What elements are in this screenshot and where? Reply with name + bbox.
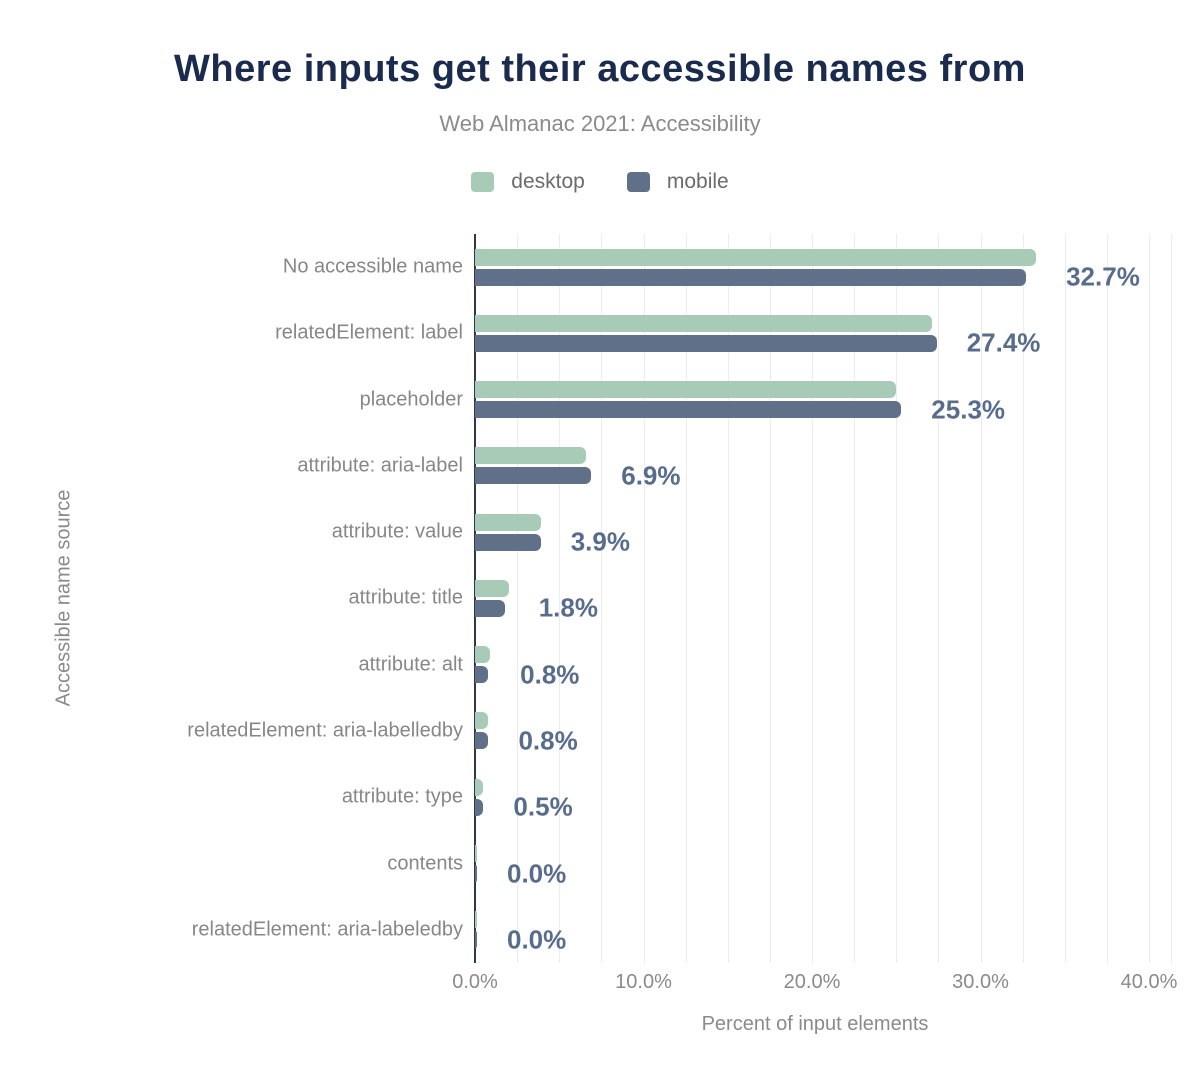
- x-tick-label: 10.0%: [615, 971, 672, 993]
- value-label: 0.8%: [518, 725, 578, 756]
- value-label: 0.8%: [520, 659, 580, 690]
- y-axis-line: [474, 234, 476, 963]
- gridline: [1149, 234, 1150, 963]
- x-axis-ticks: 0.0% 10.0% 20.0% 30.0% 40.0%: [452, 971, 1177, 995]
- desktop-bar: [475, 513, 541, 531]
- desktop-bar: [475, 646, 491, 664]
- gridline: [1022, 234, 1024, 963]
- legend: desktop mobile: [0, 170, 1200, 194]
- y-axis-title: Accessible name source: [52, 489, 75, 707]
- gridline: [938, 234, 940, 963]
- desktop-bar: [475, 911, 477, 929]
- desktop-bar: [475, 778, 484, 796]
- bar-row: relatedElement: aria-labelledby 0.8%: [187, 698, 1172, 764]
- bar-row: attribute: aria-label 6.9%: [297, 433, 1172, 499]
- desktop-bar: [475, 447, 587, 465]
- value-label: 6.9%: [621, 460, 681, 491]
- value-label: 32.7%: [1066, 261, 1140, 292]
- gridline: [643, 234, 645, 963]
- value-label: 1.8%: [538, 592, 598, 623]
- value-label: 25.3%: [931, 394, 1006, 425]
- plot-area: No accessible name 32.7% relatedElement: l…: [187, 234, 1172, 963]
- desktop-bar: [475, 248, 1037, 266]
- bar-rows: No accessible name 32.7% relatedElement: l…: [187, 234, 1172, 963]
- gridline: [727, 234, 729, 963]
- bar-row: No accessible name 32.7%: [283, 234, 1172, 300]
- legend-label-mobile: mobile: [666, 170, 729, 193]
- gridline: [896, 234, 898, 963]
- value-label: 27.4%: [966, 327, 1041, 358]
- gridline: [1106, 234, 1108, 963]
- bar-row: attribute: title 1.8%: [348, 565, 1172, 631]
- value-label: 0.0%: [507, 858, 567, 889]
- value-label: 3.9%: [570, 526, 630, 557]
- bar-row: placeholder 25.3%: [360, 367, 1172, 433]
- mobile-bar: [475, 467, 592, 485]
- category-label: No accessible name: [282, 255, 463, 278]
- gridline: [517, 234, 519, 963]
- mobile-bar: [475, 666, 489, 684]
- desktop-bar: [475, 314, 932, 332]
- category-label: relatedElement: aria-labeledby: [191, 918, 463, 941]
- category-label: contents: [387, 852, 463, 875]
- category-label: relatedElement: label: [275, 321, 463, 344]
- x-tick-label: 0.0%: [452, 971, 498, 993]
- x-tick-label: 20.0%: [783, 971, 841, 993]
- category-label: attribute: alt: [358, 653, 463, 676]
- category-label: attribute: value: [331, 520, 463, 543]
- gridline: [1171, 234, 1172, 963]
- mobile-bar: [475, 798, 484, 816]
- desktop-bar: [475, 845, 477, 863]
- mobile-bar: [475, 401, 902, 419]
- bar-row: attribute: value 3.9%: [332, 499, 1172, 565]
- category-label: attribute: aria-label: [297, 454, 463, 477]
- category-label: placeholder: [359, 388, 463, 411]
- mobile-bar: [475, 334, 937, 352]
- chart-subtitle: Web Almanac 2021: Accessibility: [439, 111, 761, 136]
- bar-row: attribute: type 0.5%: [342, 764, 1172, 830]
- legend-item-desktop[interactable]: desktop: [471, 170, 585, 194]
- bar-row: attribute: alt 0.8%: [358, 632, 1172, 698]
- mobile-bar: [475, 599, 506, 617]
- category-label: relatedElement: aria-labelledby: [187, 719, 463, 742]
- legend-label-desktop: desktop: [511, 170, 585, 193]
- mobile-bar: [475, 732, 489, 750]
- bar-row: contents 0.0%: [387, 830, 1172, 896]
- mobile-swatch-icon: [626, 172, 650, 192]
- gridline: [1064, 234, 1066, 963]
- mobile-bar: [475, 931, 477, 949]
- desktop-bar: [475, 712, 489, 730]
- mobile-bar: [475, 533, 541, 551]
- x-tick-label: 30.0%: [952, 971, 1009, 993]
- gridline: [685, 234, 687, 963]
- gridline: [601, 234, 603, 963]
- desktop-swatch-icon: [471, 172, 495, 192]
- desktop-bar: [475, 381, 897, 399]
- category-label: attribute: type: [341, 785, 463, 808]
- legend-item-mobile[interactable]: mobile: [626, 170, 729, 194]
- gridline: [769, 234, 771, 963]
- x-tick-label: 40.0%: [1120, 971, 1178, 993]
- value-label: 0.5%: [513, 791, 573, 822]
- x-axis-title: Percent of input elements: [701, 1013, 929, 1035]
- gridline: [559, 234, 561, 963]
- bar-row: relatedElement: label 27.4%: [275, 300, 1172, 366]
- category-label: attribute: title: [348, 586, 463, 609]
- gridline: [812, 234, 813, 963]
- desktop-bar: [475, 579, 509, 597]
- mobile-bar: [475, 268, 1026, 286]
- gridline: [854, 234, 856, 963]
- bar-row: relatedElement: aria-labeledby 0.0%: [192, 897, 1172, 963]
- mobile-bar: [475, 865, 477, 883]
- value-label: 0.0%: [507, 924, 567, 955]
- gridline: [980, 234, 982, 963]
- chart-title: Where inputs get their accessible names …: [174, 48, 1026, 90]
